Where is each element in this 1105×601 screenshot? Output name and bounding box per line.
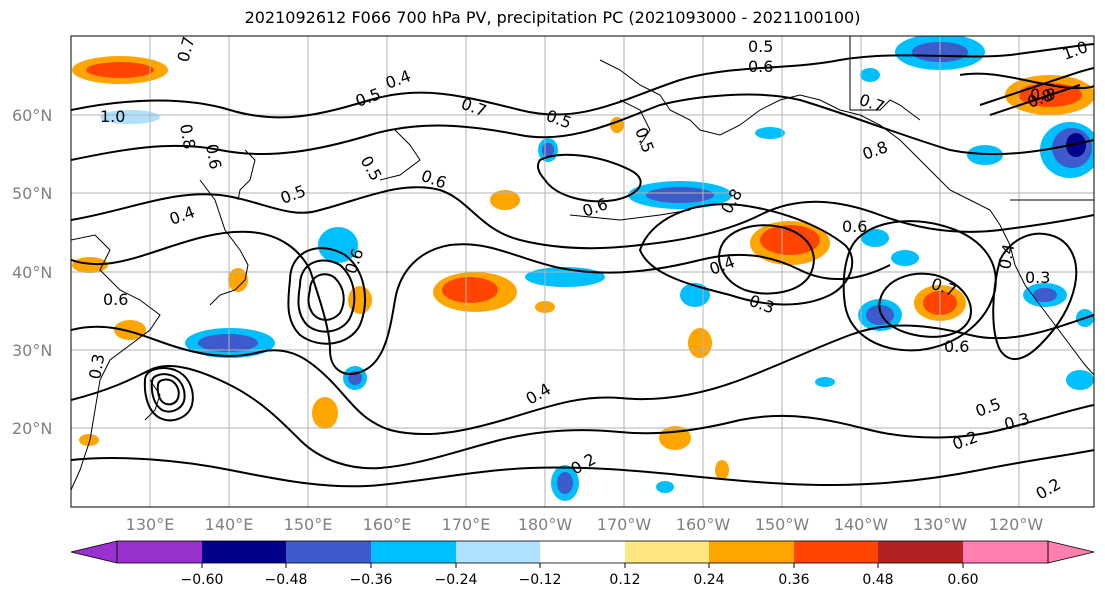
contour-label: 0.2 [950,427,980,454]
contour-label: 1.0 [1060,37,1090,64]
lon-label: 170°W [597,515,652,534]
pv-contours [71,43,1094,488]
contour-label: 0.3 [1025,268,1050,287]
lon-label: 140°W [834,515,889,534]
contour-label: 0.3 [1002,409,1032,434]
contour-label: 1.0 [100,107,125,126]
contour-label: 0.7 [174,35,199,65]
lon-label: 160°W [676,515,731,534]
lon-label: 170°E [442,515,491,534]
colorbar-segment [286,541,371,563]
contour-label: 0.3 [85,352,108,380]
colorbar-tick-label: 0.12 [609,572,640,588]
lon-label: 130°W [913,515,968,534]
map-title: 2021092612 F066 700 hPa PV, precipitatio… [244,8,861,27]
contour-label: 0.8 [1030,85,1055,104]
lon-labels: 130°E 140°E 150°E 160°E 170°E 180°W 170°… [126,515,1044,534]
colorbar-segment [540,541,625,563]
contour-label: 0.5 [353,84,383,111]
contour-label: 0.5 [631,125,658,155]
lat-label: 50°N [12,184,52,203]
contour-label: 0.5 [748,37,773,56]
lon-label: 130°E [126,515,175,534]
colorbar-tick-label: 0.48 [862,572,893,588]
contour-label: 0.4 [523,379,555,408]
colorbar-tick-label: 0.60 [947,572,978,588]
contour-label: 0.4 [707,252,737,279]
colorbar-tick-label: 0.24 [693,572,724,588]
precipitation-shading [72,36,1094,501]
lat-labels: 60°N 50°N 40°N 30°N 20°N [12,106,52,438]
colorbar-segment [709,541,794,563]
lat-label: 40°N [12,263,52,282]
colorbar-segment [878,541,963,563]
contour-label: 0.3 [747,291,777,318]
map-frame [70,35,1095,508]
lat-label: 30°N [12,341,52,360]
colorbar-tick-label: 0.36 [778,572,809,588]
colorbar-segment [625,541,709,563]
contour-label: 0.5 [544,106,574,133]
colorbar: −0.60 −0.48 −0.36 −0.24 −0.12 0.12 0.24 … [70,540,1095,588]
colorbar-segment [371,541,456,563]
lon-label: 140°E [205,515,254,534]
contour-label: 0.5 [278,181,308,208]
colorbar-tick-label: −0.60 [181,572,224,588]
contour-label: 0.8 [176,122,199,150]
contour-label: 0.6 [103,290,128,309]
colorbar-segment [456,541,540,563]
coastlines [71,36,1094,491]
contour-label: 0.6 [202,142,225,170]
colorbar-segment [202,541,286,563]
contour-label: 0.8 [860,137,890,164]
contour-label: 0.6 [842,217,867,236]
lon-label: 180°W [518,515,573,534]
lon-label: 150°W [755,515,810,534]
colorbar-segment [963,541,1048,563]
lon-label: 160°E [363,515,412,534]
colorbar-tick-label: −0.36 [350,572,393,588]
lon-label: 120°W [989,515,1044,534]
contour-label: 0.4 [995,242,1018,270]
colorbar-max-arrow [1047,540,1095,564]
contour-label: 0.6 [580,194,610,221]
colorbar-tick-label: −0.48 [265,572,308,588]
lat-label: 60°N [12,106,52,125]
contour-label: 0.4 [167,202,197,229]
contour-label: 0.6 [944,337,969,356]
colorbar-segment [117,541,202,563]
contour-label: 0.6 [748,57,773,76]
lon-label: 150°E [284,515,333,534]
contour-label: 0.7 [459,94,489,121]
colorbar-segment [794,541,878,563]
graticule [71,36,1094,507]
colorbar-tick-label: −0.12 [519,572,562,588]
contour-label: 0.2 [1033,474,1065,503]
colorbar-tick-label: −0.24 [435,572,478,588]
contour-label: 0.5 [973,394,1003,421]
lat-label: 20°N [12,419,52,438]
colorbar-min-arrow [70,540,118,564]
